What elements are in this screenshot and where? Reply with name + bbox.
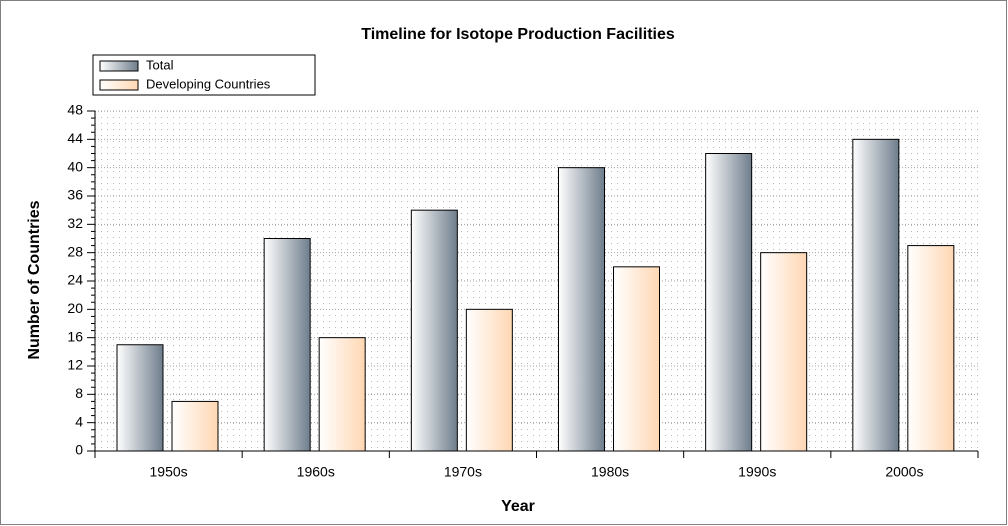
bar [318,337,366,452]
x-tick-label: 1960s [297,464,335,480]
x-tick-label: 1990s [738,464,776,480]
y-axis-title: Number of Countries [26,200,43,359]
bar [263,238,311,452]
y-tick-label: 12 [67,357,83,373]
y-tick-label: 40 [67,158,83,174]
y-tick-label: 32 [67,215,83,231]
y-tick-label: 16 [67,328,83,344]
x-tick-label: 1980s [591,464,629,480]
bar [705,153,753,452]
y-tick-label: 20 [67,300,83,316]
bar [171,400,219,452]
bar [410,209,458,452]
x-tick-label: 1970s [444,464,482,480]
bar [558,167,605,452]
y-tick-label: 48 [67,102,83,118]
y-tick-label: 24 [67,272,83,288]
legend-label: Developing Countries [146,76,271,91]
y-tick-label: 0 [75,442,83,458]
bar [613,266,660,452]
bar [760,252,808,452]
y-tick-label: 28 [67,243,83,259]
y-tick-label: 36 [67,187,83,203]
chart-title: Timeline for Isotope Production Faciliti… [361,26,675,43]
bar [116,344,164,452]
y-tick-label: 44 [67,130,83,146]
bar [465,308,513,452]
bar [852,138,900,452]
legend-swatch [99,79,139,91]
y-tick-label: 4 [75,413,83,429]
legend-label: Total [146,57,174,72]
bar [907,245,955,452]
x-tick-label: 2000s [885,464,923,480]
legend-swatch [99,60,139,72]
y-tick-label: 8 [75,385,83,401]
x-tick-label: 1950s [150,464,188,480]
x-axis-title: Year [501,498,535,515]
